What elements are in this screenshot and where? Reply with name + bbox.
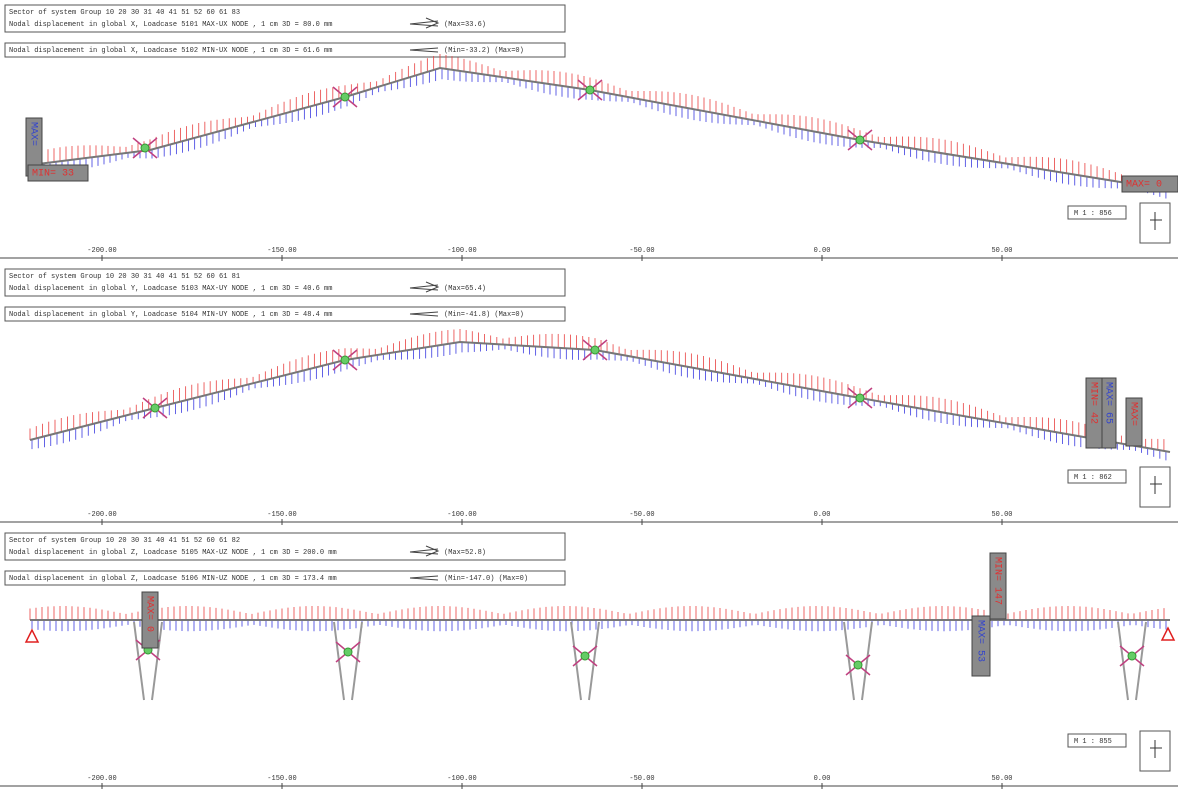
- node-symbol: [855, 135, 865, 145]
- value-label-box: [1121, 175, 1178, 193]
- ruler-label: -200.00: [87, 247, 116, 255]
- header-note: (Max=33.6): [444, 21, 486, 29]
- ruler-label: -50.00: [629, 247, 654, 255]
- header-box: [4, 4, 566, 33]
- ruler-label: -150.00: [267, 247, 296, 255]
- header-line: Nodal displacement in global X, Loadcase…: [9, 21, 332, 29]
- subheader-box: [4, 42, 566, 58]
- value-label-box: [141, 591, 159, 649]
- ruler-label: -150.00: [267, 775, 296, 783]
- pier: [133, 621, 163, 701]
- value-label: MAX= 0: [143, 596, 154, 632]
- subheader-text: Nodal displacement in global X, Loadcase…: [9, 47, 332, 55]
- axis-icon: [1150, 740, 1162, 758]
- axis-icon-box: [1139, 202, 1171, 244]
- node-symbol: [585, 85, 595, 95]
- scale-text: M 1 : 855: [1074, 738, 1112, 746]
- value-label: MAX= 53: [974, 620, 985, 662]
- arrow-icon: [409, 575, 439, 581]
- node-symbol: [340, 92, 350, 102]
- value-label: MAX= 65: [1102, 382, 1113, 424]
- subheader-box: [4, 570, 566, 586]
- node-symbol: [140, 143, 150, 153]
- arrow-icon: [409, 545, 440, 557]
- axis-icon: [1150, 212, 1162, 230]
- header-note: (Max=52.8): [444, 549, 486, 557]
- subheader-note: (Min=-147.0) (Max=0): [444, 575, 528, 583]
- header-line: Sector of system Group 10 20 30 31 40 41…: [9, 537, 240, 545]
- subheader-box: [4, 306, 566, 322]
- value-label: MAX=: [27, 122, 38, 146]
- subheader-text: Nodal displacement in global Z, Loadcase…: [9, 575, 337, 583]
- arrow-icon: [409, 47, 439, 53]
- ruler-label: 0.00: [814, 775, 831, 783]
- subheader-text: Nodal displacement in global Y, Loadcase…: [9, 311, 332, 319]
- ruler-label: 50.00: [991, 775, 1012, 783]
- scale-text: M 1 : 862: [1074, 474, 1112, 482]
- ruler-label: -100.00: [447, 775, 476, 783]
- scale-box: [1067, 205, 1127, 220]
- ruler-label: -200.00: [87, 775, 116, 783]
- value-label-box: [1101, 377, 1117, 449]
- node-symbol: [855, 393, 865, 403]
- node-symbol: [853, 660, 863, 670]
- node-symbol: [590, 345, 600, 355]
- header-line: Sector of system Group 10 20 30 31 40 41…: [9, 9, 240, 17]
- pier: [570, 621, 600, 701]
- header-line: Nodal displacement in global Y, Loadcase…: [9, 285, 332, 293]
- axis-icon: [1150, 476, 1162, 494]
- arrow-icon: [409, 311, 439, 317]
- ruler-label: -50.00: [629, 775, 654, 783]
- value-label: MAX=: [1127, 402, 1138, 426]
- header-line: Sector of system Group 10 20 30 31 40 41…: [9, 273, 240, 281]
- arrow-icon: [409, 281, 440, 293]
- pier: [1117, 621, 1147, 701]
- subheader-note: (Min=-41.8) (Max=0): [444, 311, 524, 319]
- value-label: MIN= 33: [32, 169, 74, 180]
- value-label: MIN= 42: [1087, 382, 1098, 424]
- ruler-label: -50.00: [629, 511, 654, 519]
- support: [1160, 626, 1176, 641]
- scale-box: [1067, 469, 1127, 484]
- value-label: MIN= 147: [991, 557, 1002, 605]
- ruler-label: -100.00: [447, 511, 476, 519]
- arrow-icon: [409, 17, 440, 29]
- scale-box: [1067, 733, 1127, 748]
- value-label-box: [971, 615, 991, 677]
- node-symbol: [343, 647, 353, 657]
- node-symbol: [150, 403, 160, 413]
- scale-text: M 1 : 856: [1074, 210, 1112, 218]
- subheader-note: (Min=-33.2) (Max=0): [444, 47, 524, 55]
- header-box: [4, 532, 566, 561]
- ruler-label: 0.00: [814, 247, 831, 255]
- node-symbol: [340, 355, 350, 365]
- ruler-label: -100.00: [447, 247, 476, 255]
- ruler-label: -200.00: [87, 511, 116, 519]
- ruler-label: 50.00: [991, 247, 1012, 255]
- header-box: [4, 268, 566, 297]
- structure: [29, 66, 1171, 191]
- structure: [29, 340, 1171, 453]
- node-symbol: [1127, 651, 1137, 661]
- ruler-label: 50.00: [991, 511, 1012, 519]
- ruler-label: 0.00: [814, 511, 831, 519]
- header-line: Nodal displacement in global Z, Loadcase…: [9, 549, 337, 557]
- value-label-box: [1125, 397, 1143, 447]
- value-label-box: [989, 552, 1007, 620]
- support: [24, 628, 40, 643]
- value-label-box: [27, 164, 89, 182]
- value-label: MAX= 0: [1126, 180, 1162, 191]
- node-symbol: [580, 651, 590, 661]
- pier: [333, 621, 363, 701]
- header-note: (Max=65.4): [444, 285, 486, 293]
- pier: [843, 621, 873, 701]
- ruler-label: -150.00: [267, 511, 296, 519]
